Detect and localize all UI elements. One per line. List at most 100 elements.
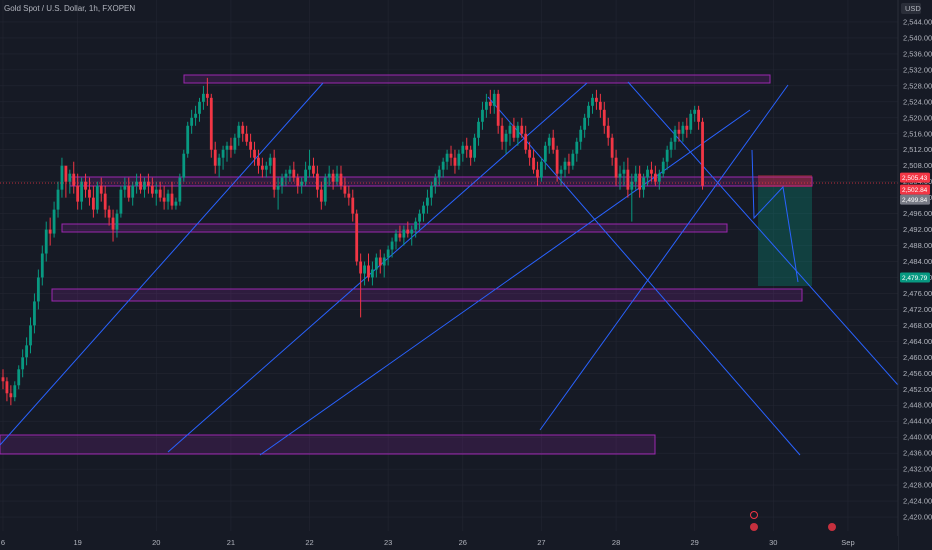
candle-body bbox=[512, 125, 516, 138]
candle-body bbox=[29, 325, 32, 346]
candle-body bbox=[264, 165, 268, 170]
event-icon[interactable] bbox=[750, 511, 758, 519]
candle-body bbox=[292, 169, 296, 178]
candle-body bbox=[351, 197, 355, 214]
y-tick-label: 2,444.00 bbox=[903, 417, 932, 426]
candle-body bbox=[131, 185, 135, 198]
candle-body bbox=[48, 229, 52, 234]
candle-body bbox=[610, 137, 614, 158]
candle-body bbox=[477, 121, 480, 138]
candle-body bbox=[422, 205, 425, 214]
y-tick-label: 2,460.00 bbox=[903, 353, 932, 362]
y-tick-label: 2,464.00 bbox=[903, 337, 932, 346]
x-tick-label: 28 bbox=[612, 538, 620, 547]
x-tick-label: Sep bbox=[841, 538, 854, 547]
projection-path[interactable] bbox=[751, 149, 799, 283]
price-tag bbox=[900, 172, 930, 183]
y-tick-label: 2,536.00 bbox=[903, 49, 932, 58]
candle-body bbox=[72, 173, 76, 186]
candle-body bbox=[347, 193, 351, 198]
price-tag bbox=[900, 184, 930, 195]
candle-body bbox=[91, 197, 95, 210]
price-tag bbox=[900, 194, 930, 205]
x-tick-label: 29 bbox=[691, 538, 699, 547]
candle-body bbox=[241, 125, 245, 134]
candle-body bbox=[154, 189, 158, 194]
candle-body bbox=[433, 177, 437, 186]
candle-body bbox=[371, 269, 374, 278]
candle-body bbox=[268, 157, 272, 166]
x-axis-bg bbox=[0, 536, 898, 550]
candle-body bbox=[457, 153, 461, 166]
x-tick-label: 19 bbox=[73, 538, 81, 547]
candle-body bbox=[319, 189, 323, 202]
candle-body bbox=[492, 93, 496, 106]
candle-body bbox=[56, 189, 60, 210]
candle-body bbox=[205, 93, 209, 98]
event-icon[interactable] bbox=[828, 523, 836, 531]
candle-body bbox=[598, 101, 602, 110]
candle-body bbox=[127, 185, 131, 198]
short-position[interactable] bbox=[758, 175, 812, 286]
candle-body bbox=[95, 185, 99, 210]
x-axis[interactable]: 6 19 20 21 22 23 26 27 28 29 30 Sep bbox=[0, 536, 898, 550]
trendline-ascending-3[interactable] bbox=[259, 109, 751, 456]
trendline-descending-1[interactable] bbox=[487, 96, 801, 456]
candle-body bbox=[504, 133, 508, 142]
candle-body bbox=[587, 105, 590, 118]
support-zone-upper[interactable] bbox=[69, 176, 813, 187]
candle-body bbox=[119, 189, 123, 214]
candle-body bbox=[543, 145, 547, 162]
y-tick-label: 2,436.00 bbox=[903, 449, 932, 458]
candle-body bbox=[437, 169, 441, 178]
y-tick-label: 2,508.00 bbox=[903, 161, 932, 170]
candle-body bbox=[178, 177, 182, 202]
trendline-ascending-4[interactable] bbox=[539, 84, 789, 431]
candle-body bbox=[673, 129, 677, 142]
candle-body bbox=[626, 169, 630, 190]
y-tick-label: 2,468.00 bbox=[903, 321, 932, 330]
trendlines bbox=[0, 81, 899, 456]
candle-body bbox=[209, 97, 213, 150]
candle-body bbox=[316, 173, 319, 190]
candle-body bbox=[288, 169, 292, 174]
candle-body bbox=[1, 377, 5, 382]
event-markers[interactable] bbox=[750, 511, 836, 532]
candle-body bbox=[99, 185, 103, 194]
candle-body bbox=[386, 249, 390, 258]
candle-body bbox=[378, 257, 382, 266]
candle-body bbox=[484, 101, 488, 110]
y-tick-label: 2,472.00 bbox=[903, 305, 932, 314]
trendline-descending-2[interactable] bbox=[627, 81, 899, 386]
candle-body bbox=[229, 145, 233, 150]
candle-body bbox=[300, 181, 304, 186]
candle-body bbox=[508, 125, 512, 134]
candle-body bbox=[567, 161, 571, 166]
y-tick-label: 2,516.00 bbox=[903, 129, 932, 138]
candle-body bbox=[638, 173, 642, 190]
candle-body bbox=[540, 161, 543, 178]
support-zone-lower[interactable] bbox=[51, 288, 803, 302]
trendline-ascending-1[interactable] bbox=[0, 82, 324, 446]
resistance-zone-top[interactable] bbox=[183, 74, 771, 84]
candle-body bbox=[410, 229, 414, 234]
candle-body bbox=[162, 197, 166, 202]
event-icon[interactable] bbox=[750, 523, 758, 531]
y-tick-label: 2,528.00 bbox=[903, 81, 932, 90]
candle-body bbox=[441, 161, 445, 170]
candle-body bbox=[634, 173, 638, 182]
support-zone-middle[interactable] bbox=[61, 223, 728, 233]
candle-body bbox=[591, 97, 594, 106]
candle-body bbox=[21, 357, 25, 370]
candle-body bbox=[213, 149, 217, 166]
candle-body bbox=[669, 141, 673, 150]
candle-body bbox=[339, 173, 343, 186]
support-zone-bottom[interactable] bbox=[0, 434, 656, 455]
candle-body bbox=[25, 345, 28, 358]
candle-body bbox=[323, 177, 327, 202]
y-tick-label: 2,512.00 bbox=[903, 145, 932, 154]
x-tick-label: 27 bbox=[537, 538, 545, 547]
y-tick-label: 2,488.00 bbox=[903, 241, 932, 250]
candle-body bbox=[331, 173, 335, 182]
